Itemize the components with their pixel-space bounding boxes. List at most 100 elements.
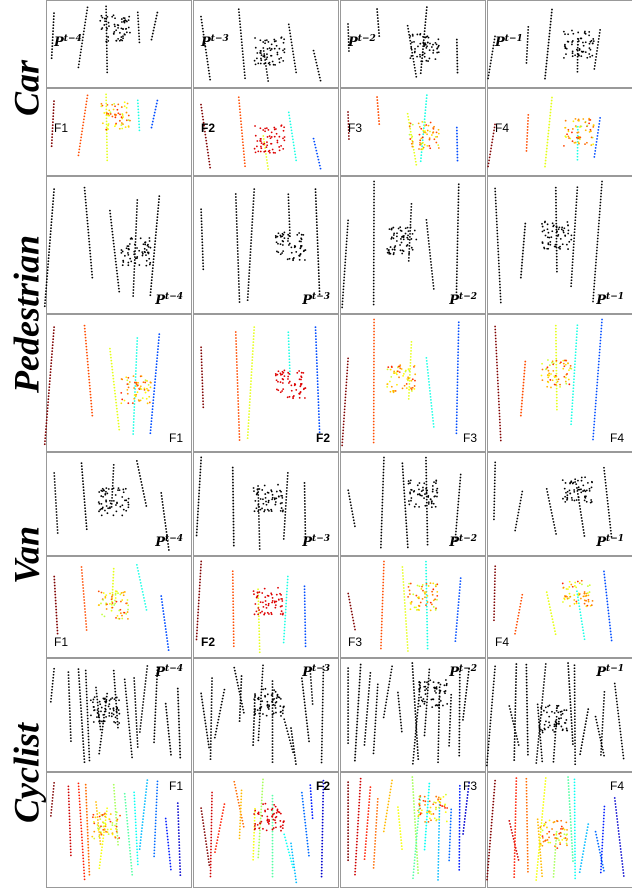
point bbox=[343, 276, 345, 278]
point bbox=[611, 640, 613, 642]
panel-border bbox=[194, 1, 339, 88]
point bbox=[201, 241, 203, 243]
point bbox=[254, 705, 256, 707]
point bbox=[136, 358, 138, 360]
frame-label-sup: t−3 bbox=[312, 292, 330, 302]
point bbox=[430, 122, 432, 124]
point bbox=[555, 202, 557, 204]
point bbox=[272, 719, 274, 721]
point bbox=[587, 592, 589, 594]
point bbox=[491, 57, 493, 59]
point bbox=[414, 52, 416, 54]
point bbox=[140, 481, 142, 483]
point bbox=[267, 165, 269, 167]
point bbox=[427, 642, 429, 644]
point bbox=[317, 383, 319, 385]
point bbox=[570, 368, 572, 370]
point bbox=[115, 494, 117, 496]
point bbox=[255, 64, 257, 66]
point bbox=[420, 148, 422, 150]
point bbox=[211, 710, 213, 712]
point bbox=[283, 126, 285, 128]
point bbox=[241, 675, 243, 677]
point bbox=[403, 596, 405, 598]
point bbox=[125, 488, 127, 490]
point bbox=[151, 420, 153, 422]
point bbox=[410, 134, 412, 136]
point bbox=[260, 146, 262, 148]
point bbox=[264, 62, 266, 64]
point bbox=[524, 364, 526, 366]
point bbox=[373, 262, 375, 264]
point bbox=[546, 57, 548, 59]
point bbox=[144, 496, 146, 498]
point bbox=[523, 382, 525, 384]
point bbox=[582, 629, 584, 631]
point bbox=[580, 514, 582, 516]
point bbox=[607, 503, 609, 505]
point bbox=[79, 142, 81, 144]
point bbox=[594, 150, 596, 152]
point bbox=[567, 129, 569, 131]
point bbox=[211, 695, 213, 697]
point bbox=[373, 193, 375, 195]
point bbox=[373, 355, 375, 357]
point bbox=[581, 480, 583, 482]
point bbox=[585, 51, 587, 53]
point bbox=[493, 607, 495, 609]
point bbox=[113, 14, 115, 16]
point bbox=[261, 676, 263, 678]
point bbox=[575, 204, 577, 206]
point bbox=[238, 289, 240, 291]
point bbox=[573, 594, 575, 596]
point bbox=[563, 145, 565, 147]
point bbox=[576, 49, 578, 51]
point bbox=[88, 757, 90, 759]
point bbox=[201, 373, 203, 375]
point bbox=[373, 418, 375, 420]
point bbox=[265, 688, 267, 690]
point bbox=[407, 543, 409, 545]
point bbox=[580, 38, 582, 40]
point bbox=[598, 126, 600, 128]
point bbox=[100, 729, 102, 731]
point bbox=[560, 238, 562, 240]
point bbox=[373, 370, 375, 372]
point bbox=[373, 187, 375, 189]
point bbox=[288, 358, 290, 360]
point bbox=[589, 43, 591, 45]
point bbox=[102, 17, 104, 19]
point bbox=[82, 483, 84, 485]
point bbox=[318, 419, 320, 421]
point bbox=[381, 529, 383, 531]
point bbox=[373, 190, 375, 192]
point bbox=[295, 159, 297, 161]
point bbox=[426, 633, 428, 635]
point bbox=[119, 506, 121, 508]
point bbox=[237, 259, 239, 261]
point bbox=[305, 713, 307, 715]
point bbox=[208, 70, 210, 72]
point bbox=[85, 343, 87, 345]
point bbox=[559, 226, 561, 228]
point bbox=[144, 248, 146, 250]
point bbox=[105, 487, 107, 489]
point bbox=[257, 63, 259, 65]
point bbox=[84, 761, 86, 763]
point bbox=[200, 346, 202, 348]
point bbox=[425, 21, 427, 23]
point bbox=[50, 230, 52, 232]
point bbox=[575, 342, 577, 344]
point bbox=[322, 678, 324, 680]
point bbox=[78, 151, 80, 153]
point bbox=[495, 197, 497, 199]
point bbox=[409, 57, 411, 59]
point bbox=[100, 495, 102, 497]
point bbox=[276, 491, 278, 493]
point bbox=[108, 109, 110, 111]
point bbox=[591, 136, 593, 138]
point bbox=[610, 530, 612, 532]
point bbox=[458, 595, 460, 597]
point bbox=[578, 605, 580, 607]
point bbox=[578, 592, 580, 594]
